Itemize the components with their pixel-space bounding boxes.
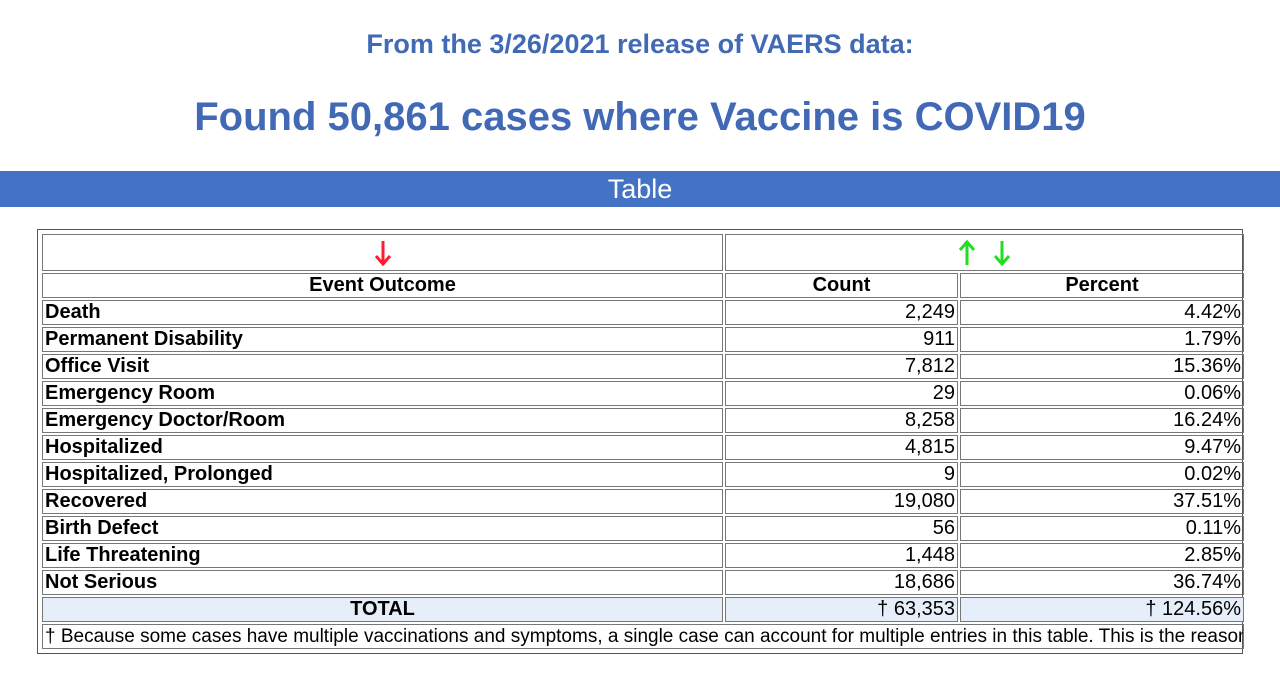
outcome-cell: Emergency Room <box>42 381 723 406</box>
count-cell: 29 <box>725 381 958 406</box>
percent-cell: 1.79% <box>960 327 1244 352</box>
table-row: Office Visit 7,812 15.36% <box>42 354 1244 379</box>
percent-cell: 4.42% <box>960 300 1244 325</box>
count-cell: 1,448 <box>725 543 958 568</box>
footnote-row: † Because some cases have multiple vacci… <box>42 624 1244 649</box>
results-table: Event Outcome Count Percent Death 2,249 4.… <box>40 232 1246 651</box>
percent-cell: 2.85% <box>960 543 1244 568</box>
column-header-outcome: Event Outcome <box>42 273 723 298</box>
percent-cell: 9.47% <box>960 435 1244 460</box>
percent-cell: 36.74% <box>960 570 1244 595</box>
header-row: Event Outcome Count Percent <box>42 273 1244 298</box>
outcome-cell: Life Threatening <box>42 543 723 568</box>
table-row: Recovered 19,080 37.51% <box>42 489 1244 514</box>
down-arrow-icon[interactable] <box>994 239 1011 267</box>
column-header-percent: Percent <box>960 273 1244 298</box>
total-label: TOTAL <box>42 597 723 622</box>
outcome-cell: Permanent Disability <box>42 327 723 352</box>
percent-cell: 0.11% <box>960 516 1244 541</box>
release-heading: From the 3/26/2021 release of VAERS data… <box>366 29 914 59</box>
outcome-cell: Hospitalized, Prolonged <box>42 462 723 487</box>
down-arrow-icon[interactable] <box>374 239 391 267</box>
count-sort-cell <box>725 234 1244 271</box>
found-cases-heading: Found 50,861 cases where Vaccine is COVI… <box>194 95 1086 139</box>
outcome-sort-cell <box>42 234 723 271</box>
table-row: Life Threatening 1,448 2.85% <box>42 543 1244 568</box>
table-row: Not Serious 18,686 36.74% <box>42 570 1244 595</box>
count-cell: 911 <box>725 327 958 352</box>
outcome-cell: Recovered <box>42 489 723 514</box>
total-percent: † 124.56% <box>960 597 1244 622</box>
count-cell: 7,812 <box>725 354 958 379</box>
total-row: TOTAL † 63,353 † 124.56% <box>42 597 1244 622</box>
table-row: Permanent Disability 911 1.79% <box>42 327 1244 352</box>
outcome-cell: Emergency Doctor/Room <box>42 408 723 433</box>
table-row: Emergency Room 29 0.06% <box>42 381 1244 406</box>
up-arrow-icon[interactable] <box>958 239 975 267</box>
count-cell: 2,249 <box>725 300 958 325</box>
percent-cell: 37.51% <box>960 489 1244 514</box>
count-cell: 56 <box>725 516 958 541</box>
outcome-cell: Not Serious <box>42 570 723 595</box>
results-table-frame: Event Outcome Count Percent Death 2,249 4.… <box>37 229 1246 654</box>
percent-cell: 16.24% <box>960 408 1244 433</box>
outcome-cell: Birth Defect <box>42 516 723 541</box>
table-section-bar: Table <box>0 171 1280 207</box>
outcome-cell: Hospitalized <box>42 435 723 460</box>
footnote-text: † Because some cases have multiple vacci… <box>42 624 1244 649</box>
percent-cell: 0.02% <box>960 462 1244 487</box>
table-row: Emergency Doctor/Room 8,258 16.24% <box>42 408 1244 433</box>
count-cell: 8,258 <box>725 408 958 433</box>
outcome-cell: Office Visit <box>42 354 723 379</box>
count-cell: 4,815 <box>725 435 958 460</box>
outcome-cell: Death <box>42 300 723 325</box>
count-cell: 9 <box>725 462 958 487</box>
column-header-count: Count <box>725 273 958 298</box>
table-row: Hospitalized 4,815 9.47% <box>42 435 1244 460</box>
table-row: Birth Defect 56 0.11% <box>42 516 1244 541</box>
sort-row <box>42 234 1244 271</box>
table-row: Death 2,249 4.42% <box>42 300 1244 325</box>
table-row: Hospitalized, Prolonged 9 0.02% <box>42 462 1244 487</box>
total-count: † 63,353 <box>725 597 958 622</box>
percent-cell: 15.36% <box>960 354 1244 379</box>
percent-cell: 0.06% <box>960 381 1244 406</box>
count-cell: 18,686 <box>725 570 958 595</box>
count-cell: 19,080 <box>725 489 958 514</box>
